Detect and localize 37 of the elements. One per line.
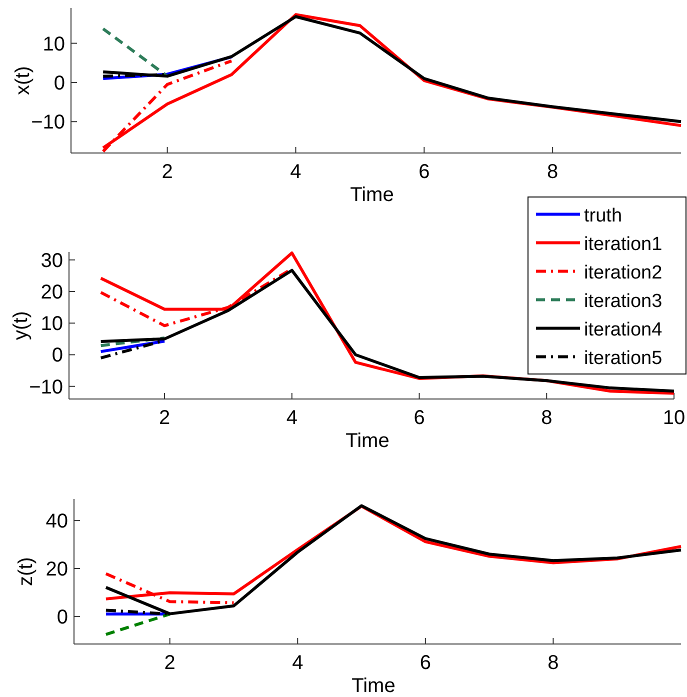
y-tick-label: 10 (40, 313, 63, 336)
y-tick-label: 0 (54, 72, 65, 94)
legend-label: iteration2 (584, 262, 662, 284)
y-axis-title: z(t) (15, 557, 37, 586)
legend-label: iteration3 (584, 290, 662, 312)
x-tick-label: 6 (420, 652, 431, 674)
y-tick-label: −10 (31, 112, 65, 134)
x-tick-label: 10 (662, 407, 686, 429)
y-axis-title: x(t) (12, 66, 34, 95)
y-tick-label: 40 (46, 510, 68, 533)
x-tick-label: 8 (547, 161, 558, 183)
y-tick-label: 20 (40, 282, 63, 304)
y-tick-label: 10 (42, 33, 65, 56)
x-axis-title: Time (350, 184, 394, 206)
x-tick-label: 6 (418, 161, 430, 183)
y-tick-label: 20 (46, 558, 68, 581)
x-tick-label: 6 (414, 407, 425, 429)
legend-label: iteration5 (584, 348, 662, 369)
x-axis-title: Time (352, 675, 396, 697)
x-tick-label: 2 (164, 652, 176, 674)
x-tick-label: 4 (286, 407, 298, 429)
x-tick-label: 8 (548, 652, 559, 674)
x-axis-title: Time (346, 430, 390, 452)
x-tick-label: 8 (541, 407, 552, 429)
y-tick-label: 30 (40, 250, 63, 272)
x-tick-label: 2 (162, 161, 173, 183)
x-tick-label: 4 (290, 161, 302, 183)
legend-label: iteration1 (584, 234, 662, 255)
y-tick-label: 0 (52, 344, 63, 367)
y-tick-label: −10 (29, 376, 63, 398)
x-tick-label: 4 (292, 652, 304, 674)
legend-label: iteration4 (584, 319, 663, 340)
line-series (102, 15, 682, 124)
x-tick-label: 2 (158, 407, 170, 429)
y-axis-title: y(t) (10, 311, 32, 340)
legend-label: truth (584, 205, 622, 226)
y-tick-label: 0 (56, 606, 68, 628)
